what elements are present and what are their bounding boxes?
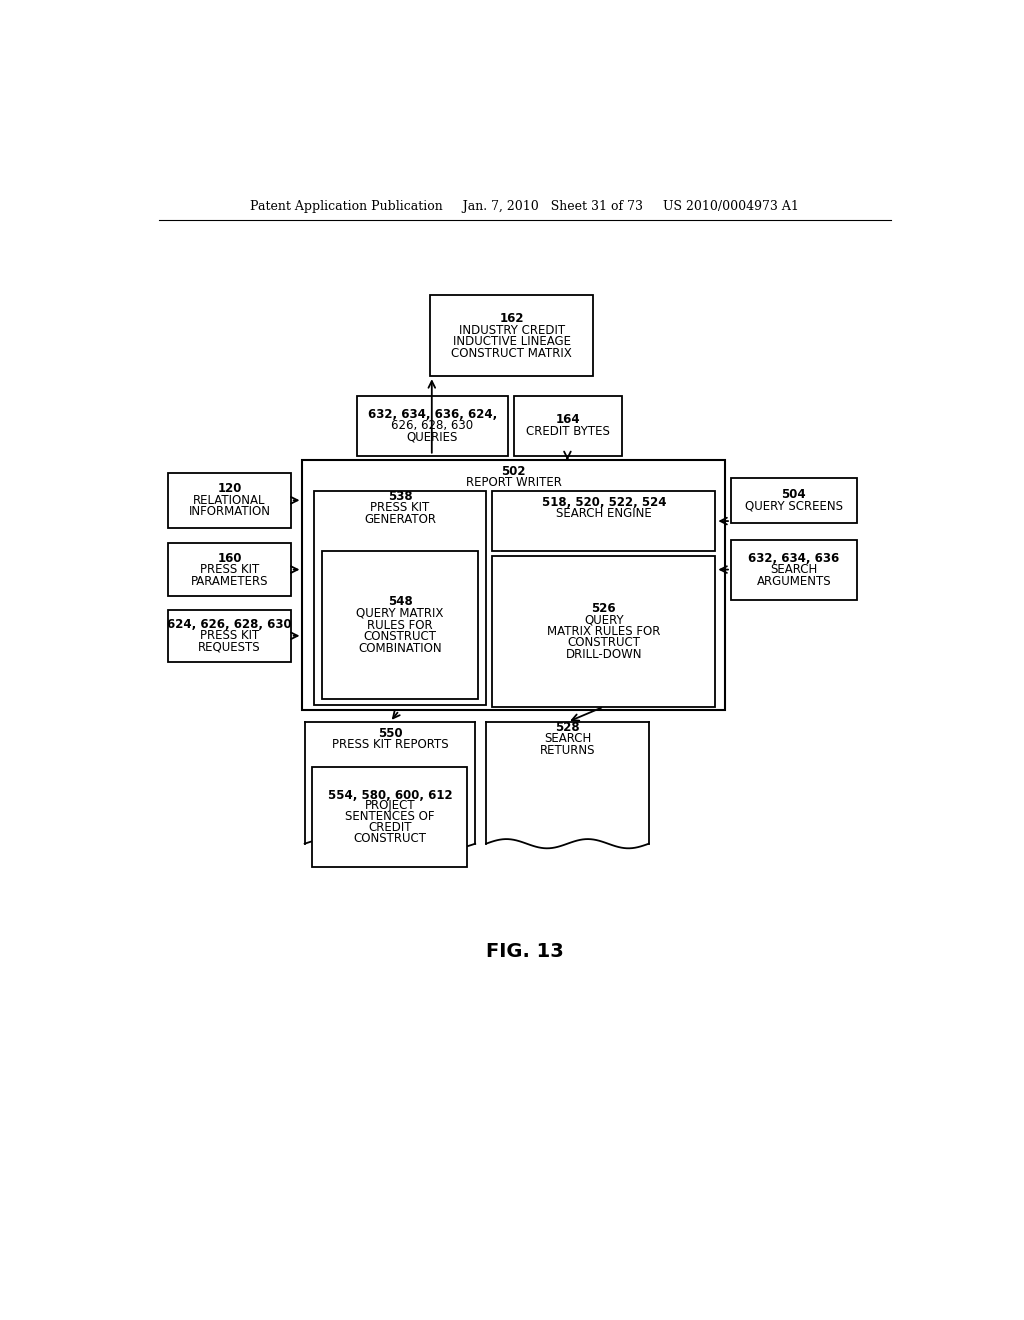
Text: 526: 526 — [592, 602, 616, 615]
Bar — [493, 491, 716, 552]
Bar — [731, 478, 856, 523]
Text: QUERY MATRIX: QUERY MATRIX — [356, 607, 443, 620]
Text: SEARCH: SEARCH — [770, 564, 817, 576]
Text: 632, 634, 636: 632, 634, 636 — [749, 552, 840, 565]
Text: PRESS KIT: PRESS KIT — [200, 630, 259, 643]
Bar — [168, 473, 291, 528]
Text: CONSTRUCT MATRIX: CONSTRUCT MATRIX — [452, 347, 572, 360]
Text: 504: 504 — [781, 488, 806, 502]
Text: 518, 520, 522, 524: 518, 520, 522, 524 — [542, 496, 666, 508]
Text: PRESS KIT: PRESS KIT — [200, 564, 259, 576]
Text: QUERY: QUERY — [584, 612, 624, 626]
Text: RELATIONAL: RELATIONAL — [194, 494, 266, 507]
Bar — [305, 722, 475, 843]
Text: REPORT WRITER: REPORT WRITER — [466, 477, 561, 490]
Bar — [486, 722, 649, 843]
Text: 550: 550 — [378, 727, 402, 739]
Text: INDUCTIVE LINEAGE: INDUCTIVE LINEAGE — [453, 335, 570, 348]
Text: 632, 634, 636, 624,: 632, 634, 636, 624, — [368, 408, 497, 421]
Text: 160: 160 — [217, 552, 242, 565]
Text: SENTENCES OF: SENTENCES OF — [345, 810, 435, 824]
Text: 548: 548 — [388, 595, 413, 609]
Text: CREDIT BYTES: CREDIT BYTES — [526, 425, 610, 438]
Text: Patent Application Publication     Jan. 7, 2010   Sheet 31 of 73     US 2010/000: Patent Application Publication Jan. 7, 2… — [250, 199, 800, 213]
Text: 626, 628, 630: 626, 628, 630 — [391, 418, 473, 432]
Text: PROJECT: PROJECT — [365, 800, 416, 813]
Bar — [312, 767, 467, 867]
Bar — [731, 540, 856, 599]
Text: 528: 528 — [555, 721, 580, 734]
Bar — [314, 491, 486, 705]
Text: SEARCH: SEARCH — [544, 733, 591, 746]
Text: 120: 120 — [217, 482, 242, 495]
Bar — [168, 610, 291, 663]
Text: MATRIX RULES FOR: MATRIX RULES FOR — [547, 624, 660, 638]
Bar — [493, 556, 716, 706]
Text: QUERY SCREENS: QUERY SCREENS — [744, 499, 843, 512]
Text: 164: 164 — [556, 413, 581, 426]
Text: PARAMETERS: PARAMETERS — [190, 574, 268, 587]
Text: DRILL-DOWN: DRILL-DOWN — [565, 648, 642, 661]
Text: 502: 502 — [502, 465, 525, 478]
Text: RETURNS: RETURNS — [540, 744, 595, 758]
Text: REQUESTS: REQUESTS — [199, 640, 261, 653]
Text: PRESS KIT: PRESS KIT — [371, 502, 430, 515]
Text: QUERIES: QUERIES — [407, 430, 458, 444]
Text: FIG. 13: FIG. 13 — [486, 942, 563, 961]
Text: 162: 162 — [500, 312, 524, 325]
Text: CONSTRUCT: CONSTRUCT — [567, 636, 640, 649]
Text: SEARCH ENGINE: SEARCH ENGINE — [556, 507, 651, 520]
Text: COMBINATION: COMBINATION — [358, 642, 441, 655]
Bar — [430, 296, 593, 376]
Text: RULES FOR: RULES FOR — [368, 619, 433, 631]
Text: ARGUMENTS: ARGUMENTS — [757, 574, 831, 587]
Text: PRESS KIT REPORTS: PRESS KIT REPORTS — [332, 738, 449, 751]
Bar — [514, 396, 623, 455]
Text: GENERATOR: GENERATOR — [364, 513, 436, 527]
Text: INDUSTRY CREDIT: INDUSTRY CREDIT — [459, 323, 564, 337]
Text: CONSTRUCT: CONSTRUCT — [353, 832, 426, 845]
Bar — [168, 544, 291, 595]
Bar — [322, 552, 478, 700]
Text: 624, 626, 628, 630: 624, 626, 628, 630 — [167, 618, 292, 631]
Text: 538: 538 — [388, 490, 413, 503]
Bar — [302, 461, 725, 710]
Text: INFORMATION: INFORMATION — [188, 506, 270, 519]
Bar — [356, 396, 508, 455]
Text: 554, 580, 600, 612: 554, 580, 600, 612 — [328, 788, 453, 801]
Text: CONSTRUCT: CONSTRUCT — [364, 630, 436, 643]
Text: CREDIT: CREDIT — [369, 821, 412, 834]
